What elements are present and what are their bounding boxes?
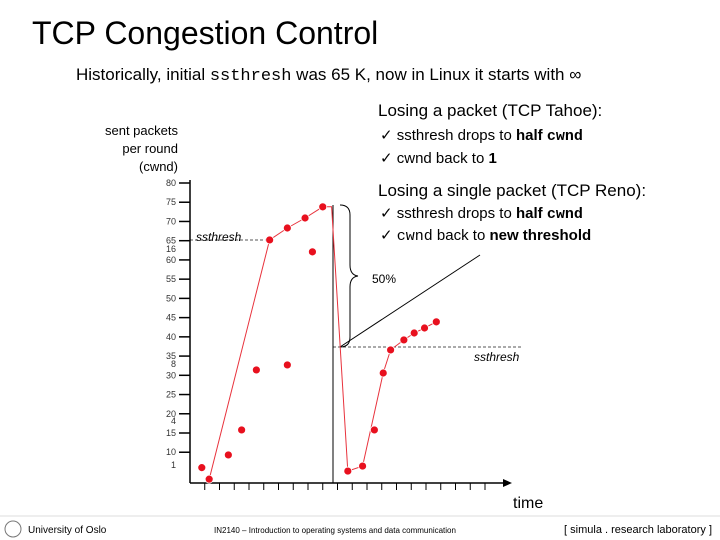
y-tick-label: 35 [166, 351, 176, 361]
bullet: ✓ cwnd back to new threshold [380, 227, 591, 245]
data-point [358, 461, 367, 471]
data-point [378, 368, 388, 378]
footer-right: [ simula . research laboratory ] [564, 524, 712, 536]
y-tick-label: 60 [166, 255, 176, 265]
y-tick-label: 55 [166, 274, 176, 284]
bullet-part: cwnd [397, 228, 433, 245]
reno-heading: Losing a single packet (TCP Reno): [378, 181, 646, 200]
check: ✓ [380, 150, 397, 167]
y-tick-label: 80 [166, 178, 176, 188]
data-point [369, 425, 379, 435]
bullet-part: ssthresh drops to [397, 205, 516, 222]
subtitle: Historically, initial ssthresh was 65 K,… [76, 65, 581, 86]
inner-label: 1 [171, 460, 176, 470]
brace [339, 204, 359, 348]
data-point [308, 247, 317, 257]
data-point [197, 463, 207, 473]
subtitle-part: ssthresh [210, 67, 292, 86]
data-point [204, 474, 214, 484]
data-point [431, 317, 441, 327]
y-tick-label: 40 [166, 332, 176, 342]
logo [4, 520, 22, 538]
data-point [282, 360, 292, 370]
y-tick-label: 50 [166, 293, 176, 303]
data-point [237, 425, 247, 435]
y-axis-label: sent packets [105, 123, 178, 138]
y-tick-label: 45 [166, 313, 176, 323]
growth-line [339, 254, 481, 348]
bullet-part: 1 [488, 150, 496, 167]
bullet: ✓ cwnd back to 1 [380, 150, 497, 167]
data-point [343, 466, 353, 476]
bullet-part: half [516, 205, 544, 222]
y-tick-label: 75 [166, 197, 176, 207]
bullet-part: half [516, 127, 544, 144]
check: ✓ [380, 127, 397, 144]
inner-label: 4 [171, 416, 176, 426]
check: ✓ [380, 205, 397, 222]
y-tick-label: 30 [166, 370, 176, 380]
annotation: ssthresh [474, 350, 520, 364]
y-tick-label: 20 [166, 409, 176, 419]
footer-center: IN2140 – Introduction to operating syste… [214, 526, 456, 535]
y-tick-label: 15 [166, 428, 176, 438]
data-point [420, 323, 429, 333]
x-axis-arrow [503, 479, 512, 487]
data-point [265, 235, 275, 245]
data-point [409, 328, 419, 338]
annotation: 50% [372, 272, 396, 286]
data-point [282, 223, 292, 233]
bullet-part: new threshold [489, 227, 591, 244]
data-point [251, 365, 261, 375]
subtitle-part: was 65 K, now in Linux it starts with ∞ [291, 65, 581, 84]
check: ✓ [380, 227, 397, 244]
x-axis-label: time [513, 495, 543, 512]
y-axis-label: (cwnd) [139, 159, 178, 174]
bullet-part: cwnd back to [397, 150, 489, 167]
data-point [399, 335, 409, 345]
y-tick-label: 25 [166, 390, 176, 400]
bullet-part: ssthresh drops to [397, 127, 516, 144]
data-point [300, 213, 310, 223]
y-tick-label: 10 [166, 447, 176, 457]
data-point [223, 450, 233, 460]
data-point [386, 345, 396, 355]
bullet-part: back to [433, 227, 490, 244]
inner-label: 16 [166, 244, 176, 254]
bullet-part: cwnd [547, 206, 583, 223]
tahoe-heading: Losing a packet (TCP Tahoe): [378, 101, 602, 120]
annotation: ssthresh [196, 230, 242, 244]
y-tick-label: 65 [166, 236, 176, 246]
footer-left: University of Oslo [28, 525, 107, 536]
y-axis-label: per round [122, 141, 178, 156]
y-tick-label: 70 [166, 216, 176, 226]
inner-label: 8 [171, 359, 176, 369]
data-point [318, 202, 328, 212]
bullet: ✓ ssthresh drops to half cwnd [380, 127, 583, 145]
bullet-part: cwnd [547, 128, 583, 145]
subtitle-part: Historically, initial [76, 65, 210, 84]
slide-title: TCP Congestion Control [32, 15, 378, 51]
bullet: ✓ ssthresh drops to half cwnd [380, 205, 583, 223]
